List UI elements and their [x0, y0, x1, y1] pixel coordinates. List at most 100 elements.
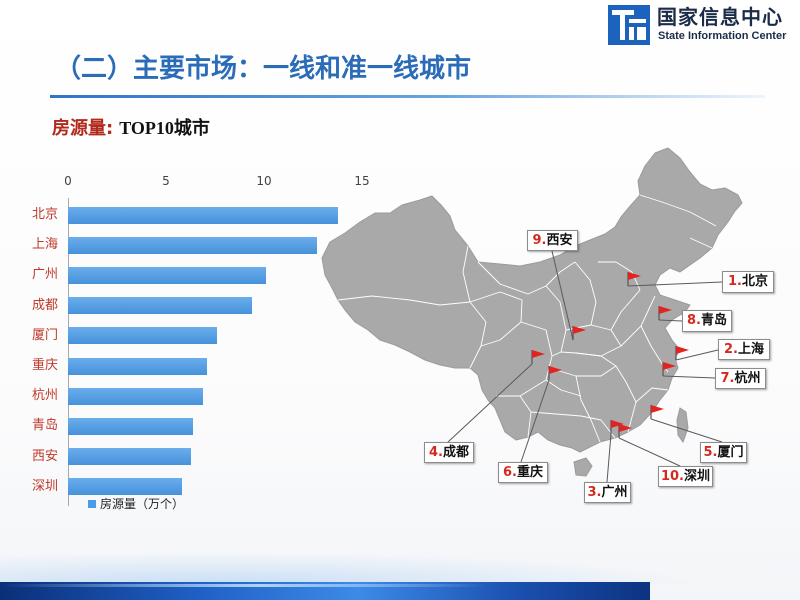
map-label-rank: 3. — [587, 485, 602, 500]
bar — [68, 206, 339, 224]
province-border — [496, 395, 532, 438]
map-label-city: 成都 — [442, 445, 469, 460]
x-tick-label: 15 — [354, 174, 370, 188]
leader-line — [606, 433, 612, 483]
chart-title: 房源量: TOP10城市 — [52, 117, 210, 140]
flag-icon — [658, 306, 672, 320]
legend-swatch — [88, 500, 96, 508]
map-label-city: 杭州 — [734, 371, 761, 386]
province-border — [545, 379, 582, 397]
map-label: 2.上海 — [718, 339, 770, 360]
province-border — [469, 301, 487, 369]
bar — [68, 327, 217, 345]
province-border — [480, 321, 553, 397]
map-label-city: 西安 — [546, 233, 573, 248]
logo-name-cn: 国家信息中心 — [657, 5, 783, 29]
province-border — [615, 365, 637, 433]
map-label-city: 北京 — [741, 274, 768, 289]
province-border — [469, 291, 523, 323]
x-tick-label: 10 — [256, 174, 272, 188]
bar — [68, 448, 192, 466]
bar — [68, 297, 253, 315]
flag-icon — [572, 326, 586, 340]
leader-lines — [447, 250, 723, 483]
map-label-rank: 9. — [532, 233, 547, 248]
province-border — [574, 261, 597, 326]
chart-title-text: TOP10城市 — [119, 118, 210, 138]
category-label: 厦门 — [31, 327, 58, 343]
map-label-rank: 4. — [429, 445, 443, 460]
flag-cloth — [659, 306, 672, 314]
footer-light-streak — [0, 584, 650, 587]
category-axis-line — [68, 198, 69, 506]
taiwan-island — [676, 407, 689, 444]
china-mainland-outline — [321, 147, 743, 453]
flag-icon — [675, 346, 689, 360]
province-border — [639, 194, 717, 227]
leader-line — [627, 281, 723, 287]
province-border — [575, 375, 601, 443]
flag-icon — [531, 350, 545, 364]
logo-name-en: State Information Center — [658, 30, 787, 42]
map-label-rank: 2. — [724, 342, 738, 357]
map-label: 1.北京 — [722, 271, 774, 293]
flag-cloth — [532, 350, 545, 358]
flag-icon — [618, 424, 632, 438]
leader-line — [618, 437, 681, 467]
flag-cloth — [663, 362, 676, 370]
category-label: 深圳 — [31, 478, 58, 494]
bar — [68, 266, 266, 284]
map-label-city: 深圳 — [684, 469, 711, 484]
title-divider — [50, 95, 765, 98]
flag-cloth — [611, 420, 624, 428]
category-label: 西安 — [31, 448, 58, 464]
leader-line — [447, 363, 533, 443]
bar — [68, 236, 317, 254]
map-label: 10.深圳 — [658, 466, 713, 487]
map-label-city: 厦门 — [717, 445, 744, 460]
slide-title: （二）主要市场：一线和准一线城市 — [55, 54, 472, 84]
map-label-rank: 6. — [503, 465, 517, 480]
map-label-rank: 8. — [687, 313, 701, 328]
hainan-island — [573, 457, 593, 477]
province-border — [689, 237, 713, 249]
china-map — [321, 147, 743, 483]
footer-glow — [0, 552, 700, 584]
map-label-rank: 5. — [703, 445, 718, 460]
province-border — [635, 387, 669, 403]
flag-cloth — [651, 405, 664, 413]
province-border — [610, 289, 641, 331]
province-border — [477, 261, 576, 295]
map-label-city: 广州 — [601, 485, 628, 500]
map-label: 7.杭州 — [715, 368, 766, 389]
province-border — [615, 261, 641, 291]
bar-chart: 房源量（万个） 0 5 10 15 北京 上海 广州 成都 厦门 重庆 杭州 青岛 西安 深圳 — [0, 0, 400, 530]
bar — [68, 357, 208, 375]
category-label: 青岛 — [31, 418, 58, 434]
flag-markers — [531, 272, 689, 438]
category-label: 成都 — [31, 297, 58, 313]
flag-icon — [548, 366, 562, 380]
leader-line — [650, 418, 723, 443]
map-label: 3.广州 — [584, 482, 631, 503]
map-label-city: 青岛 — [700, 313, 727, 328]
province-borders — [337, 194, 717, 443]
bar — [68, 478, 182, 496]
map-label-rank: 10. — [660, 469, 684, 484]
category-label: 重庆 — [31, 358, 58, 373]
leader-line — [662, 375, 716, 379]
category-label: 杭州 — [31, 388, 58, 404]
legend-label: 房源量（万个） — [100, 497, 185, 511]
state-information-center-logo-icon — [608, 5, 650, 45]
flag-icon — [610, 420, 624, 434]
category-label: 广州 — [31, 267, 58, 283]
leader-line — [675, 349, 719, 361]
flag-cloth — [628, 272, 641, 280]
province-border — [337, 295, 471, 306]
map-label-rank: 1. — [728, 274, 742, 289]
category-label: 上海 — [31, 237, 58, 253]
map-label: 5.厦门 — [700, 442, 747, 463]
chart-title-prefix: 房源量: — [52, 118, 114, 139]
map-label: 8.青岛 — [682, 310, 732, 332]
map-label: 4.成都 — [424, 442, 474, 463]
